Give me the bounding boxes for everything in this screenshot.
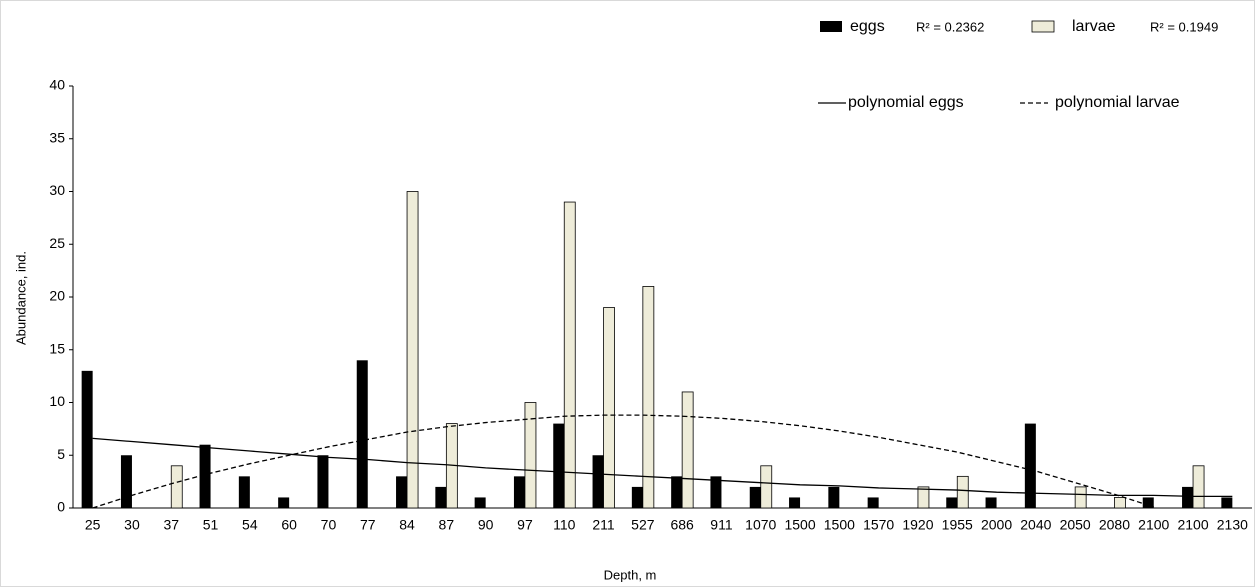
legend-swatch bbox=[820, 21, 842, 32]
y-tick-label: 15 bbox=[49, 340, 65, 356]
y-tick-label: 0 bbox=[57, 499, 65, 515]
legend-label: polynomial eggs bbox=[848, 94, 964, 111]
x-tick-label: 90 bbox=[478, 517, 494, 533]
bar bbox=[631, 486, 643, 508]
bar bbox=[553, 423, 565, 508]
bar bbox=[278, 497, 290, 508]
bar bbox=[1221, 497, 1233, 508]
bar bbox=[1142, 497, 1154, 508]
bar bbox=[513, 476, 525, 508]
bar bbox=[946, 497, 958, 508]
bar bbox=[474, 497, 486, 508]
x-tick-label: 1955 bbox=[942, 517, 973, 533]
bar bbox=[1192, 465, 1205, 509]
bar bbox=[917, 486, 930, 509]
y-tick-label: 5 bbox=[57, 446, 65, 462]
bar bbox=[603, 307, 615, 509]
bar bbox=[524, 402, 537, 509]
bar bbox=[563, 201, 576, 509]
bar bbox=[81, 370, 93, 508]
y-tick-label: 25 bbox=[49, 235, 65, 251]
bar bbox=[710, 476, 722, 508]
bar bbox=[985, 497, 997, 508]
x-tick-label: 2040 bbox=[1020, 517, 1051, 533]
x-tick-label: 2100 bbox=[1138, 517, 1169, 533]
trend-line bbox=[92, 437, 1233, 498]
x-tick-label: 30 bbox=[124, 517, 140, 533]
x-tick-label: 2050 bbox=[1060, 517, 1091, 533]
x-tick-label: 1070 bbox=[745, 517, 776, 533]
x-tick-label: 110 bbox=[553, 517, 576, 533]
legend-r2: R² = 0.2362 bbox=[916, 19, 984, 34]
bar bbox=[199, 444, 211, 508]
x-tick-label: 211 bbox=[592, 517, 615, 533]
x-tick-label: 25 bbox=[85, 517, 101, 533]
x-tick-label: 2000 bbox=[981, 517, 1012, 533]
legend-swatch bbox=[1031, 20, 1055, 33]
x-tick-label: 1500 bbox=[784, 517, 815, 533]
y-axis-label: Abundance, ind. bbox=[13, 251, 28, 345]
bar bbox=[396, 476, 408, 508]
x-axis-label: Depth, m bbox=[604, 567, 657, 582]
bar bbox=[749, 486, 761, 508]
x-tick-label: 84 bbox=[399, 517, 415, 533]
trend-line bbox=[92, 414, 1154, 509]
bar bbox=[1182, 486, 1194, 508]
x-tick-label: 1500 bbox=[824, 517, 855, 533]
bar bbox=[356, 360, 368, 508]
y-tick-label: 35 bbox=[49, 129, 65, 145]
bar bbox=[671, 476, 683, 508]
x-tick-label: 2100 bbox=[1177, 517, 1208, 533]
legend-label: larvae bbox=[1072, 18, 1116, 35]
x-tick-label: 97 bbox=[517, 517, 533, 533]
x-tick-label: 70 bbox=[321, 517, 337, 533]
bar bbox=[435, 486, 447, 508]
bar bbox=[642, 286, 655, 509]
y-tick-label: 10 bbox=[49, 393, 65, 409]
bar bbox=[867, 497, 879, 508]
bar bbox=[592, 455, 604, 508]
bar bbox=[1074, 486, 1087, 509]
x-tick-label: 1570 bbox=[863, 517, 894, 533]
x-tick-label: 77 bbox=[360, 517, 376, 533]
legend-r2: R² = 0.1949 bbox=[1150, 19, 1218, 34]
x-tick-label: 686 bbox=[670, 517, 694, 533]
x-tick-label: 87 bbox=[439, 517, 455, 533]
x-tick-label: 527 bbox=[631, 517, 655, 533]
legend-label: polynomial larvae bbox=[1055, 94, 1180, 111]
y-tick-label: 40 bbox=[49, 77, 65, 93]
y-tick-label: 20 bbox=[49, 288, 65, 304]
bar bbox=[1114, 497, 1126, 509]
x-tick-label: 1920 bbox=[902, 517, 933, 533]
bar bbox=[956, 475, 969, 509]
bar bbox=[828, 486, 840, 508]
x-tick-label: 54 bbox=[242, 517, 258, 533]
bar bbox=[789, 497, 801, 508]
bar bbox=[681, 391, 694, 509]
bar bbox=[170, 465, 183, 509]
x-tick-label: 2130 bbox=[1217, 517, 1248, 533]
x-tick-label: 911 bbox=[710, 517, 733, 533]
bar bbox=[317, 455, 329, 508]
y-tick-label: 30 bbox=[49, 182, 65, 198]
x-tick-label: 2080 bbox=[1099, 517, 1130, 533]
bar bbox=[120, 455, 132, 508]
bar bbox=[1024, 423, 1036, 508]
bar bbox=[760, 465, 773, 509]
x-tick-label: 37 bbox=[163, 517, 179, 533]
legend-label: eggs bbox=[850, 18, 885, 35]
x-tick-label: 60 bbox=[281, 517, 297, 533]
bar bbox=[406, 191, 419, 509]
bar bbox=[238, 476, 250, 508]
x-tick-label: 51 bbox=[203, 517, 219, 533]
